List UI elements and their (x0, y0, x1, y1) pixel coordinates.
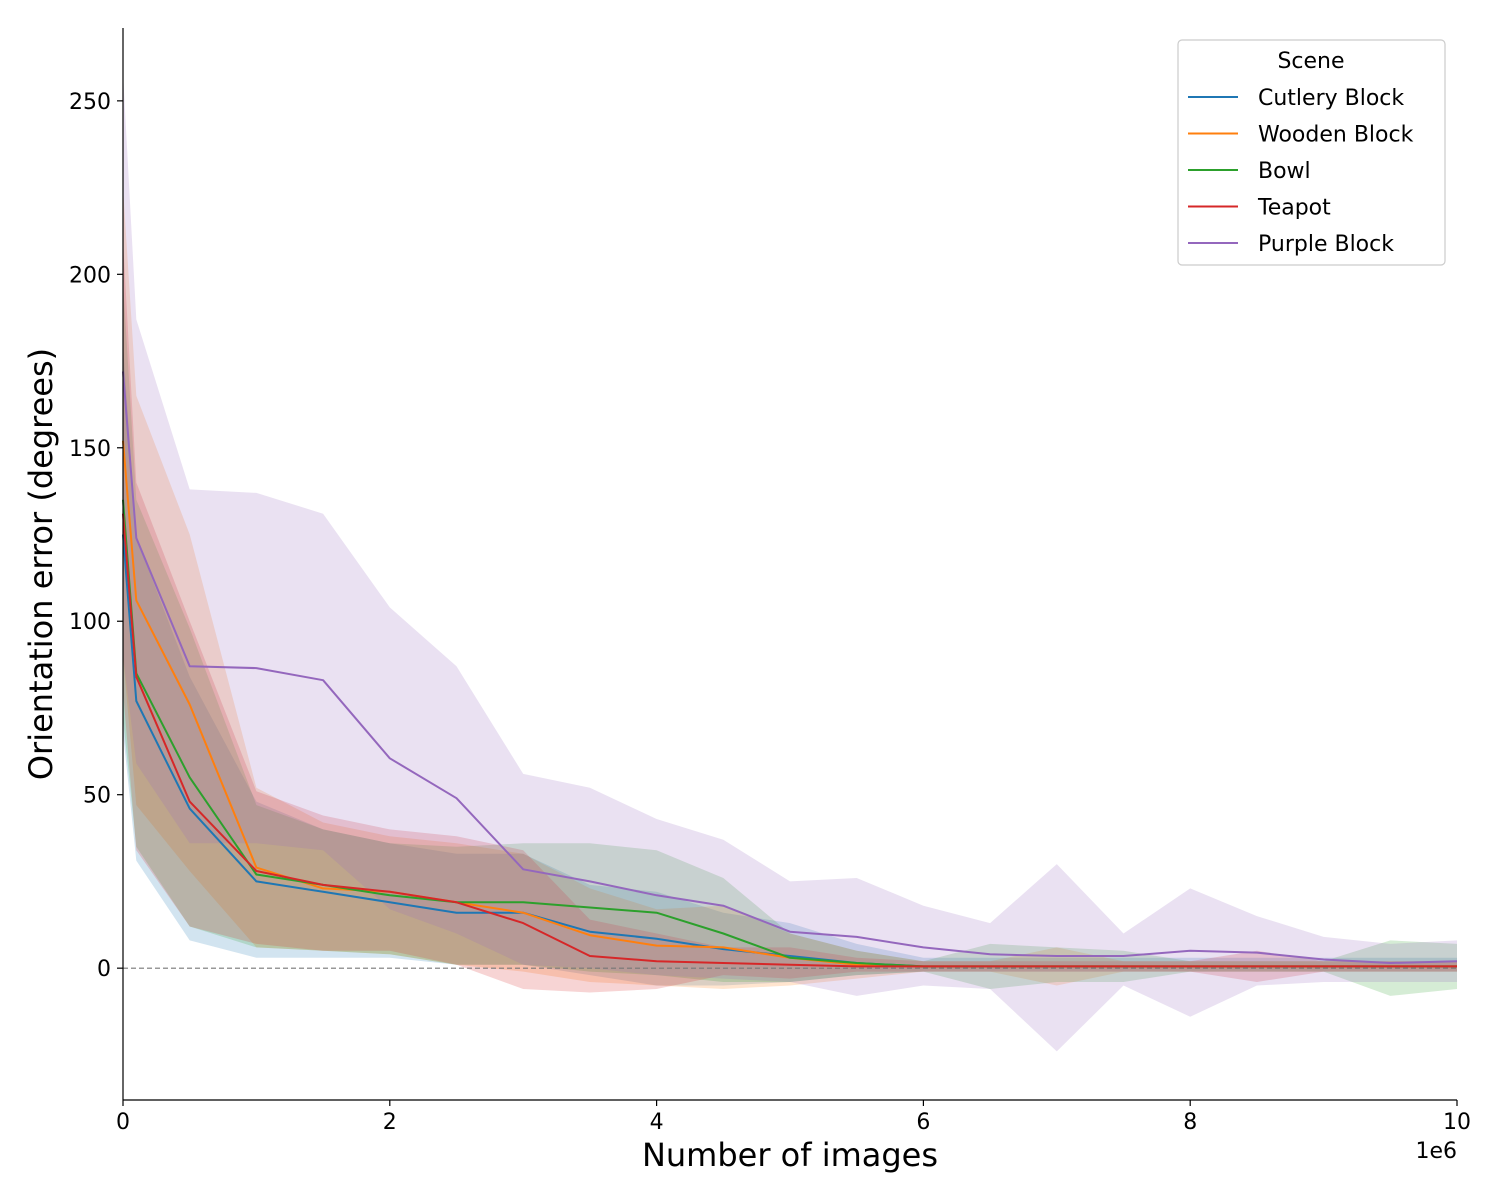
y-tick-label: 150 (69, 437, 111, 462)
y-axis-ticks: 0 50 100 150 200 250 (69, 90, 123, 982)
y-tick-label: 100 (69, 610, 111, 635)
band-wooden-block (123, 187, 1457, 990)
band-purple-block (123, 73, 1457, 1052)
legend-label-purple-block: Purple Block (1258, 232, 1394, 257)
x-tick-label: 0 (116, 1110, 130, 1135)
series-lines (122, 371, 1458, 968)
axes (122, 28, 1457, 1101)
confidence-bands (123, 73, 1457, 1052)
legend-frame (1177, 39, 1446, 266)
band-bowl (123, 281, 1457, 996)
y-tick-label: 200 (69, 263, 111, 288)
x-axis-label: Number of images (642, 1136, 938, 1174)
x-tick-label: 6 (916, 1110, 930, 1135)
x-tick-label: 2 (383, 1110, 397, 1135)
x-tick-label: 4 (650, 1110, 664, 1135)
x-axis-ticks: 0 2 4 6 8 10 (116, 1100, 1471, 1135)
legend-label-bowl: Bowl (1258, 159, 1311, 184)
legend-label-cutlery-block: Cutlery Block (1258, 86, 1404, 111)
legend-label-teapot: Teapot (1257, 196, 1331, 221)
y-tick-label: 50 (83, 784, 111, 809)
series-line-purple-block (122, 371, 1458, 964)
band-cutlery-block (123, 343, 1457, 986)
x-axis-offset-label: 1e6 (1415, 1139, 1457, 1164)
y-axis-label: Orientation error (degrees) (22, 348, 60, 780)
legend-label-wooden-block: Wooden Block (1258, 123, 1414, 148)
x-tick-label: 8 (1183, 1110, 1197, 1135)
legend-items: Cutlery Block Wooden Block Bowl Teapot Purpl… (1188, 86, 1414, 257)
x-tick-label: 10 (1443, 1110, 1471, 1135)
band-teapot (123, 239, 1457, 993)
y-tick-label: 250 (69, 90, 111, 115)
y-tick-label: 0 (97, 957, 111, 982)
legend: Scene Cutlery Block Wooden Block Bowl Teapo… (1177, 39, 1446, 266)
series-line-teapot (122, 513, 1457, 968)
legend-title: Scene (1277, 49, 1344, 74)
